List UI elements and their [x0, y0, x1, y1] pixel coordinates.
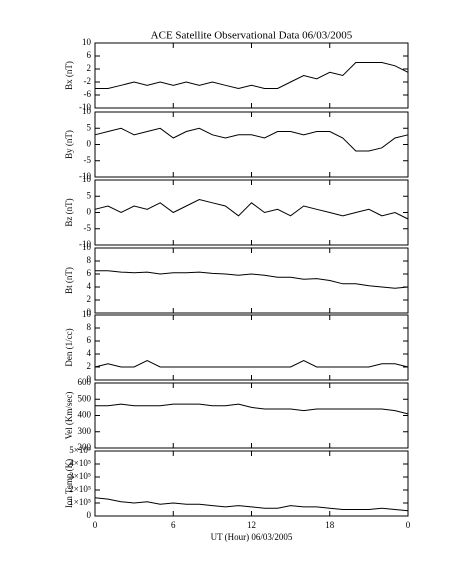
data-line — [94, 127, 409, 152]
panel-frame — [94, 450, 409, 517]
y-axis-label: Bx (nT) — [64, 61, 74, 90]
y-tick-label: -10 — [79, 239, 91, 249]
panel-frame — [94, 111, 409, 178]
y-tick-label: 2 — [87, 294, 92, 304]
y-tick-label: 0 — [87, 510, 92, 520]
y-axis-label: Den (1/cc) — [64, 328, 74, 366]
y-tick-label: 4×10⁵ — [69, 458, 91, 468]
y-tick-label: 300 — [78, 426, 92, 436]
y-tick-label: 0 — [87, 139, 92, 149]
y-tick-label: 10 — [82, 174, 92, 184]
y-tick-label: 10 — [82, 309, 92, 319]
y-tick-label: 6 — [87, 50, 92, 60]
y-tick-label: 400 — [78, 410, 92, 420]
y-tick-label: -2 — [84, 76, 92, 86]
y-tick-label: 600 — [78, 377, 92, 387]
data-line — [94, 198, 409, 220]
y-tick-label: 2×10⁵ — [69, 484, 91, 494]
x-tick-label: 0 — [93, 520, 98, 530]
data-line — [94, 359, 409, 368]
data-line — [94, 497, 409, 512]
x-tick-label: 12 — [247, 520, 256, 530]
panel-frame — [94, 179, 409, 246]
y-axis-label: Vel (Km/sec) — [64, 392, 74, 440]
y-tick-label: 8 — [87, 255, 92, 265]
y-tick-label: 200 — [78, 442, 92, 452]
y-tick-label: 2 — [87, 63, 92, 73]
y-tick-label: 6 — [87, 335, 92, 345]
panel-frame — [94, 247, 409, 314]
panel-frame — [94, 382, 409, 449]
y-tick-label: 6 — [87, 268, 92, 278]
y-tick-label: 10 — [82, 242, 92, 252]
y-tick-label: -5 — [84, 223, 92, 233]
y-tick-label: 8 — [87, 322, 92, 332]
y-axis-label: Bz (nT) — [64, 198, 74, 226]
panel-frame — [94, 314, 409, 381]
y-tick-label: 0 — [87, 307, 92, 317]
y-tick-label: 500 — [78, 393, 92, 403]
panel-frame — [94, 42, 409, 109]
data-line — [95, 62, 409, 90]
y-tick-label: 0 — [87, 207, 92, 217]
chart-title: ACE Satellite Observational Data 06/03/2… — [151, 30, 353, 42]
x-tick-label: 6 — [171, 520, 176, 530]
y-tick-label: 5×10⁵ — [69, 445, 91, 455]
y-axis-label: By (nT) — [64, 130, 74, 159]
y-tick-label: -10 — [79, 171, 91, 181]
y-tick-label: -5 — [84, 155, 92, 165]
y-tick-label: 4 — [87, 281, 92, 291]
y-axis-label: Ion Temp (K) — [64, 459, 74, 508]
y-tick-label: -6 — [84, 89, 92, 99]
y-axis-label: Bt (nT) — [64, 267, 74, 294]
y-tick-label: 10 — [82, 106, 92, 116]
y-tick-label: -10 — [79, 102, 91, 112]
data-line — [95, 270, 409, 289]
x-tick-label: 18 — [325, 520, 335, 530]
y-tick-label: 5 — [87, 122, 92, 132]
y-tick-label: 1×10⁵ — [69, 497, 91, 507]
y-tick-label: 4 — [87, 348, 92, 358]
x-axis-label: UT (Hour) 06/03/2005 — [211, 532, 293, 542]
y-tick-label: 5 — [87, 190, 92, 200]
y-tick-label: 3×10⁵ — [69, 471, 91, 481]
y-tick-label: 0 — [87, 374, 92, 384]
y-tick-label: 10 — [82, 37, 92, 47]
data-line — [95, 403, 409, 415]
y-tick-label: 2 — [87, 361, 92, 371]
x-tick-label: 0 — [406, 520, 411, 530]
